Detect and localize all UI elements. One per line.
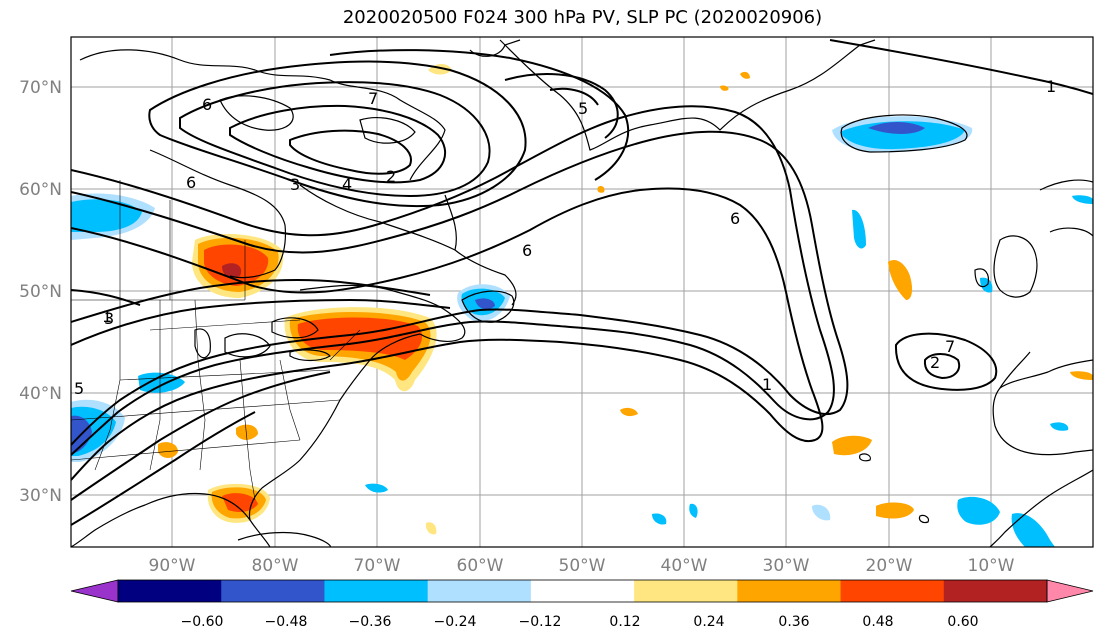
lon-label: 40°W	[661, 556, 708, 576]
contour-label: 2	[930, 353, 940, 372]
colorbar	[70, 579, 1094, 603]
slp-contours	[71, 39, 1093, 526]
colorbar-segment	[118, 580, 222, 602]
lon-label: 50°W	[559, 556, 606, 576]
map-frame	[70, 36, 1094, 548]
contour-label: 6	[730, 209, 740, 228]
latitude-labels: 70°N 60°N 50°N 40°N 30°N	[19, 78, 62, 506]
colorbar-tick-label: −0.60	[181, 614, 224, 630]
colorbar-segment	[530, 580, 635, 602]
coastlines	[71, 39, 1093, 547]
colorbar-tick-label: −0.36	[349, 614, 392, 630]
contour-label: 5	[578, 99, 588, 118]
lon-label: 10°W	[968, 556, 1015, 576]
contour-label: 7	[368, 89, 378, 108]
graticule	[71, 37, 1093, 547]
colorbar-segment	[840, 580, 945, 602]
contour-label: 1	[762, 375, 772, 394]
colorbar-segment	[943, 580, 1048, 602]
lon-label: 30°W	[763, 556, 810, 576]
lat-label: 40°N	[19, 384, 62, 404]
colorbar-tick-label: 0.60	[947, 614, 978, 630]
longitude-labels: 90°W 80°W 70°W 60°W 50°W 40°W 30°W 20°W …	[149, 556, 1015, 576]
colorbar-segment	[737, 580, 842, 602]
contour-label: 1	[1046, 77, 1056, 96]
pv-shading	[71, 64, 1093, 547]
lat-label: 50°N	[19, 282, 62, 302]
colorbar-tick-label: 0.36	[778, 614, 809, 630]
lat-label: 30°N	[19, 486, 62, 506]
colorbar-tick-label: 0.24	[693, 614, 724, 630]
colorbar-segment	[634, 580, 738, 602]
political-borders	[71, 180, 361, 501]
figure-title: 2020020500 F024 300 hPa PV, SLP PC (2020…	[342, 7, 823, 28]
lon-label: 20°W	[866, 556, 913, 576]
contour-label: 3	[104, 309, 114, 328]
lon-label: 80°W	[252, 556, 299, 576]
colorbar-segment	[221, 580, 325, 602]
contour-label: 7	[945, 337, 955, 356]
colorbar-tick-label: 0.48	[862, 614, 893, 630]
contour-label: 2	[386, 167, 396, 186]
contour-label: 3	[290, 175, 300, 194]
lat-label: 70°N	[19, 78, 62, 98]
colorbar-segment	[324, 580, 429, 602]
lon-label: 60°W	[457, 556, 504, 576]
lon-label: 90°W	[149, 556, 196, 576]
contour-labels: 1 6 5 6 3 4 2 7 6 6 1 2 7 1 3 5	[74, 77, 1056, 398]
colorbar-tick-label: −0.12	[519, 614, 562, 630]
contour-label: 6	[186, 173, 196, 192]
contour-label: 6	[522, 241, 532, 260]
colorbar-outline	[117, 579, 1048, 603]
colorbar-tick-label: −0.24	[434, 614, 477, 630]
colorbar-extend-max	[1046, 579, 1094, 603]
lon-label: 70°W	[354, 556, 401, 576]
contour-label: 1	[102, 307, 112, 326]
colorbar-segment	[427, 580, 532, 602]
colorbar-ticks: −0.60 −0.48 −0.36 −0.24 −0.12 0.12 0.24 …	[181, 614, 979, 630]
colorbar-tick-label: 0.12	[609, 614, 640, 630]
lat-label: 60°N	[19, 180, 62, 200]
colorbar-extend-min	[70, 579, 119, 603]
contour-label: 6	[202, 95, 212, 114]
colorbar-tick-label: −0.48	[265, 614, 308, 630]
contour-label: 5	[74, 379, 84, 398]
contour-label: 4	[342, 175, 352, 194]
